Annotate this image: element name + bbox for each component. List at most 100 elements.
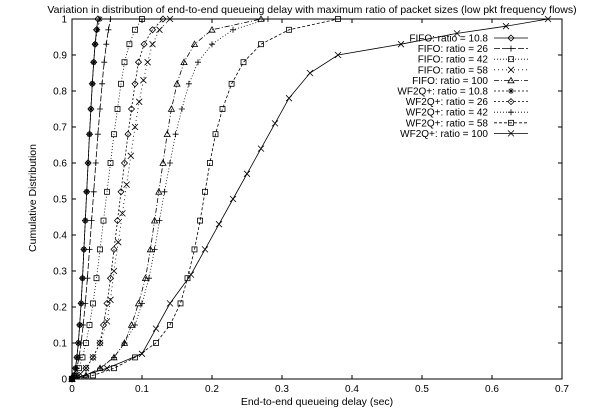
marker-square	[114, 106, 121, 112]
y-tick-label: 0.5	[53, 195, 67, 206]
series-line	[71, 18, 339, 380]
marker-diamond	[82, 364, 90, 372]
marker-asterisk	[80, 246, 87, 253]
y-tick-label: 1	[61, 15, 67, 26]
x-tick-label: 0.1	[135, 384, 149, 395]
marker-diamond	[110, 245, 118, 253]
marker-square	[153, 340, 159, 346]
series-7	[69, 16, 271, 382]
marker-x	[138, 350, 146, 358]
marker-square	[107, 160, 114, 166]
y-tick-label: 0.3	[53, 267, 67, 278]
marker-square	[167, 322, 173, 328]
marker-x	[152, 325, 160, 332]
marker-square	[118, 80, 124, 87]
marker-x	[453, 30, 461, 37]
marker-plus	[195, 59, 201, 66]
marker-plus	[121, 340, 128, 346]
marker-square	[508, 119, 514, 126]
x-tick-label: 0.5	[415, 384, 429, 395]
marker-diamond	[89, 353, 97, 361]
marker-x	[140, 76, 147, 84]
marker-diamond	[507, 98, 515, 106]
marker-x	[89, 354, 97, 361]
marker-diamond	[117, 188, 125, 196]
marker-square	[177, 300, 184, 307]
marker-diamond	[106, 274, 115, 282]
marker-square	[240, 59, 247, 66]
marker-square	[191, 246, 198, 253]
marker-triangle	[150, 216, 159, 224]
marker-triangle	[180, 58, 188, 65]
marker-x	[144, 58, 151, 66]
marker-diamond	[99, 321, 108, 329]
marker-triangle	[257, 15, 265, 22]
marker-square	[100, 217, 107, 224]
marker-plus	[146, 275, 152, 282]
marker-x	[502, 22, 510, 30]
marker-asterisk	[73, 354, 80, 361]
plot-frame	[71, 18, 563, 380]
marker-x	[96, 339, 104, 347]
marker-x	[166, 15, 174, 23]
legend-label: WF2Q+: ratio = 100	[400, 129, 488, 140]
x-tick-label: 0	[69, 384, 75, 395]
marker-plus	[101, 59, 108, 66]
y-tick-label: 0	[61, 375, 67, 386]
marker-diamond	[75, 371, 83, 379]
legend-label: FIFO: ratio = 58	[418, 65, 489, 76]
marker-asterisk	[75, 340, 82, 346]
marker-x	[507, 130, 515, 137]
x-tick-label: 0.6	[485, 384, 499, 395]
marker-square	[121, 59, 128, 66]
marker-x	[135, 98, 143, 106]
y-tick-label: 0.4	[53, 231, 67, 242]
marker-asterisk	[78, 300, 85, 307]
y-axis-label: Cumulative Distribution	[27, 144, 39, 252]
series-4	[68, 15, 265, 382]
marker-asterisk	[85, 160, 92, 166]
marker-diamond	[159, 15, 167, 23]
y-tick-label: 0.6	[53, 159, 67, 170]
marker-square	[206, 160, 213, 166]
marker-square	[258, 41, 264, 48]
marker-square	[126, 41, 133, 48]
marker-plus	[508, 109, 514, 116]
marker-plus	[107, 16, 114, 22]
marker-plus	[99, 80, 106, 87]
marker-square	[184, 275, 191, 282]
marker-plus	[139, 300, 145, 307]
marker-square	[90, 300, 96, 307]
y-tick-label: 0.1	[53, 339, 67, 350]
marker-square	[228, 80, 235, 87]
marker-plus	[230, 26, 236, 33]
y-tick-label: 0.9	[53, 51, 67, 62]
x-tick-label: 0.2	[205, 384, 219, 395]
marker-triangle	[167, 105, 176, 112]
marker-x	[187, 271, 195, 278]
plot-series	[68, 15, 552, 383]
series-3	[68, 15, 174, 383]
marker-triangle	[155, 187, 163, 195]
marker-square	[83, 340, 89, 346]
legend-label: FIFO: ratio = 100	[412, 76, 488, 87]
legend-label: WF2Q+: ratio = 42	[406, 108, 489, 119]
marker-square	[104, 188, 110, 195]
marker-x	[334, 51, 342, 59]
marker-plus	[161, 188, 168, 195]
marker-asterisk	[89, 80, 96, 87]
marker-asterisk	[83, 188, 90, 195]
marker-plus	[209, 41, 215, 48]
marker-square	[335, 16, 341, 22]
marker-plus	[86, 246, 93, 253]
series-line	[71, 18, 143, 380]
marker-diamond	[113, 217, 122, 225]
marker-x	[215, 220, 223, 228]
chart-title: Variation in distribution of end-to-end …	[47, 4, 576, 16]
marker-x	[166, 300, 174, 307]
marker-square	[86, 322, 93, 328]
marker-square	[212, 131, 219, 138]
marker-plus	[90, 188, 97, 195]
marker-asterisk	[82, 217, 89, 224]
